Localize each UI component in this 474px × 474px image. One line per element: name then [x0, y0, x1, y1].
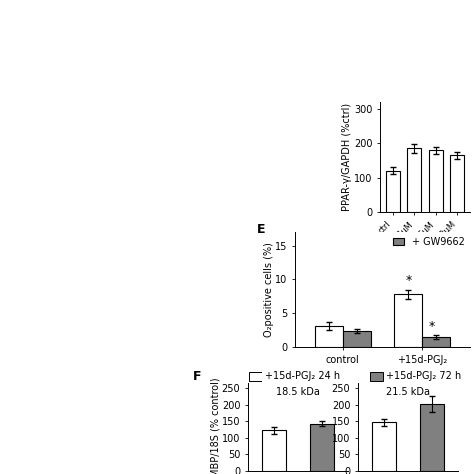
- Legend: + GW9662: + GW9662: [393, 237, 465, 247]
- Bar: [262, 430, 286, 471]
- Bar: [386, 171, 400, 212]
- Text: *: *: [429, 320, 435, 333]
- Text: E: E: [256, 223, 265, 236]
- Text: 18.5 kDa: 18.5 kDa: [276, 386, 320, 397]
- Bar: [422, 337, 450, 347]
- Bar: [310, 423, 334, 471]
- Bar: [343, 331, 371, 347]
- Y-axis label: PPAR-γ/GAPDH (%ctrl): PPAR-γ/GAPDH (%ctrl): [343, 103, 353, 211]
- Y-axis label: MBP/18S (% control): MBP/18S (% control): [210, 377, 220, 474]
- Bar: [370, 372, 383, 381]
- Bar: [420, 404, 444, 471]
- Text: 21.5 kDa: 21.5 kDa: [386, 386, 430, 397]
- Bar: [394, 294, 422, 347]
- Bar: [315, 326, 343, 347]
- Bar: [372, 422, 396, 471]
- Bar: [407, 148, 421, 212]
- Text: +15d-PGJ₂ 24 h: +15d-PGJ₂ 24 h: [264, 371, 340, 381]
- Bar: [450, 155, 464, 212]
- Text: *: *: [405, 274, 411, 287]
- Bar: [429, 150, 443, 212]
- Text: +15d-PGJ₂ 72 h: +15d-PGJ₂ 72 h: [386, 371, 461, 381]
- Bar: [249, 372, 262, 381]
- Y-axis label: O₂positive cells (%): O₂positive cells (%): [264, 242, 273, 337]
- Text: F: F: [193, 370, 201, 383]
